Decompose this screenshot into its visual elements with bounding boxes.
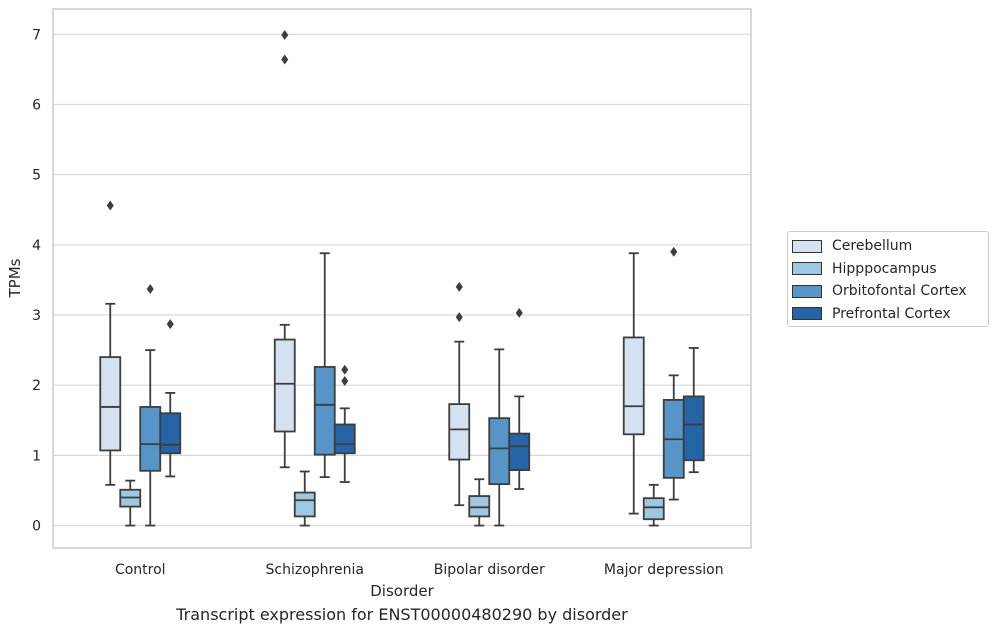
- legend-item: Orbitofontal Cortex: [792, 280, 988, 303]
- outlier-point: [341, 364, 349, 375]
- box-iqr: [488, 417, 511, 486]
- box-iqr: [313, 366, 336, 456]
- y-tick-label: 0: [32, 519, 41, 535]
- x-axis-label: Disorder: [370, 582, 434, 600]
- box-1-2: [313, 252, 336, 479]
- box-iqr: [468, 495, 491, 518]
- box-3-3: [682, 347, 705, 474]
- x-tick-label: Bipolar disorder: [434, 562, 545, 578]
- legend-label: Hipppocampus: [832, 260, 937, 277]
- legend-swatch: [792, 239, 822, 253]
- legend: Cerebellum Hipppocampus Orbitofontal Corte…: [787, 231, 989, 327]
- box-iqr: [293, 491, 316, 518]
- legend-label: Orbitofontal Cortex: [832, 283, 967, 300]
- box-iqr: [448, 403, 471, 461]
- box-2-1: [468, 478, 491, 527]
- box-iqr: [508, 432, 531, 471]
- box-iqr: [159, 412, 182, 455]
- y-tick-label: 2: [32, 378, 41, 394]
- y-tick-label: 1: [32, 448, 41, 464]
- box-2-3: [508, 307, 531, 490]
- y-axis-ticks: 0 1 2 3 4 5 6 7: [32, 27, 41, 534]
- box-plot-series: [99, 29, 705, 527]
- box-iqr: [622, 336, 645, 436]
- box-iqr: [273, 338, 296, 433]
- box-iqr: [333, 423, 356, 455]
- y-tick-label: 4: [32, 238, 41, 254]
- legend-swatch: [792, 284, 822, 298]
- x-tick-label: Major depression: [604, 562, 724, 578]
- legend-swatch: [792, 307, 822, 321]
- box-iqr: [139, 406, 162, 472]
- box-0-0: [99, 200, 122, 486]
- legend-swatch: [792, 262, 822, 276]
- gridlines: [53, 33, 751, 527]
- y-axis-label: TPMs: [6, 258, 24, 298]
- y-tick-label: 7: [32, 27, 41, 43]
- outlier-point: [106, 200, 114, 211]
- box-1-0: [273, 29, 296, 469]
- outlier-point: [515, 307, 523, 318]
- box-iqr: [99, 356, 122, 452]
- box-1-1: [293, 470, 316, 527]
- legend-item: Cerebellum: [792, 235, 988, 258]
- outlier-point: [341, 375, 349, 386]
- y-tick-label: 5: [32, 168, 41, 184]
- outlier-point: [166, 319, 174, 330]
- plot-border: [52, 8, 752, 549]
- box-3-0: [622, 252, 645, 515]
- box-0-1: [119, 479, 142, 527]
- legend-label: Cerebellum: [832, 238, 913, 255]
- plot-frame: [52, 8, 752, 549]
- legend-item: Prefrontal Cortex: [792, 303, 988, 326]
- legend-label: Prefrontal Cortex: [832, 305, 951, 322]
- outlier-point: [455, 312, 463, 323]
- x-tick-label: Control: [115, 562, 166, 578]
- box-2-0: [448, 281, 471, 507]
- box-1-3: [333, 364, 356, 483]
- box-iqr: [682, 395, 705, 462]
- outlier-point: [455, 281, 463, 292]
- y-tick-label: 6: [32, 97, 41, 113]
- box-3-2: [662, 246, 685, 501]
- x-tick-label: Schizophrenia: [266, 562, 364, 578]
- y-tick-label: 3: [32, 308, 41, 324]
- box-2-2: [488, 348, 511, 527]
- legend-item: Hipppocampus: [792, 258, 988, 281]
- box-iqr: [642, 497, 665, 521]
- x-axis-ticks: Control Schizophrenia Bipolar disorder Majo…: [115, 562, 724, 578]
- outlier-point: [146, 284, 154, 295]
- chart-caption: Transcript expression for ENST0000048029…: [176, 605, 628, 624]
- outlier-point: [281, 54, 289, 65]
- box-0-3: [159, 319, 182, 478]
- outlier-point: [670, 246, 678, 257]
- box-0-2: [139, 284, 162, 527]
- outlier-point: [281, 29, 289, 40]
- box-3-1: [642, 483, 665, 527]
